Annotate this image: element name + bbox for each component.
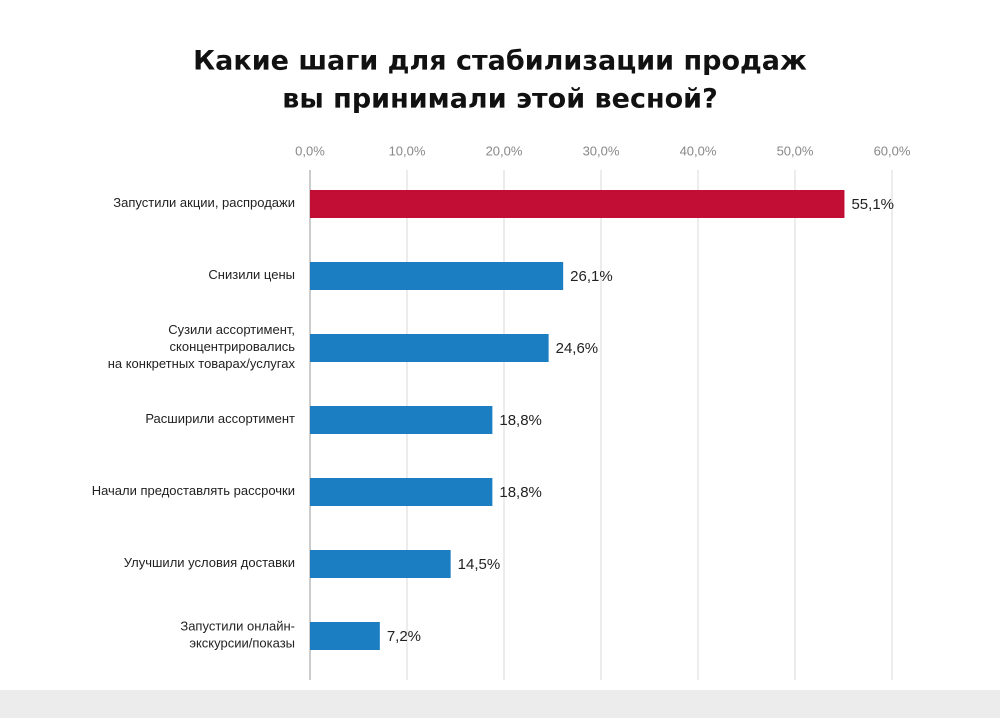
x-tick-label: 50,0% xyxy=(777,143,814,158)
footer-strip xyxy=(0,690,1000,718)
category-line: Сузили ассортимент, xyxy=(168,322,295,337)
x-tick-label: 30,0% xyxy=(583,143,620,158)
bar xyxy=(310,478,493,506)
value-label: 24,6% xyxy=(556,340,599,357)
bar xyxy=(310,190,845,218)
x-tick-label: 0,0% xyxy=(295,143,325,158)
x-tick-label: 10,0% xyxy=(389,143,426,158)
category-label: Запустили онлайн-экскурсии/показы xyxy=(180,619,295,651)
category-line: экскурсии/показы xyxy=(189,636,295,651)
category-label: Сузили ассортимент, сконцентрировались на … xyxy=(108,322,296,371)
category-line: сконцентрировались xyxy=(170,339,296,354)
category-line: Запустили онлайн- xyxy=(180,619,295,634)
category-label: Снизили цены xyxy=(208,267,295,282)
value-label: 7,2% xyxy=(387,628,421,645)
bar xyxy=(310,550,451,578)
chart-title: вы принимали этой весной? xyxy=(282,84,717,115)
value-label: 14,5% xyxy=(458,556,501,573)
bar xyxy=(310,406,493,434)
category-line: Улучшили условия доставки xyxy=(124,555,295,570)
bar xyxy=(310,334,549,362)
category-line: Снизили цены xyxy=(208,267,295,282)
category-line: Запустили акции, распродажи xyxy=(113,195,295,210)
value-label: 18,8% xyxy=(499,484,542,501)
category-line: на конкретных товарах/услугах xyxy=(108,356,296,371)
value-label: 18,8% xyxy=(499,412,542,429)
value-label: 26,1% xyxy=(570,268,613,285)
category-label: Расширили ассортимент xyxy=(145,411,295,426)
category-label: Улучшили условия доставки xyxy=(124,555,295,570)
x-tick-label: 40,0% xyxy=(680,143,717,158)
category-label: Начали предоставлять рассрочки xyxy=(92,483,295,498)
category-label: Запустили акции, распродажи xyxy=(113,195,295,210)
x-tick-label: 60,0% xyxy=(874,143,911,158)
value-label: 55,1% xyxy=(851,196,894,213)
chart-title: Какие шаги для стабилизации продаж xyxy=(193,46,807,77)
x-tick-label: 20,0% xyxy=(486,143,523,158)
bar xyxy=(310,262,564,290)
bar xyxy=(310,622,380,650)
category-line: Начали предоставлять рассрочки xyxy=(92,483,295,498)
category-line: Расширили ассортимент xyxy=(145,411,295,426)
